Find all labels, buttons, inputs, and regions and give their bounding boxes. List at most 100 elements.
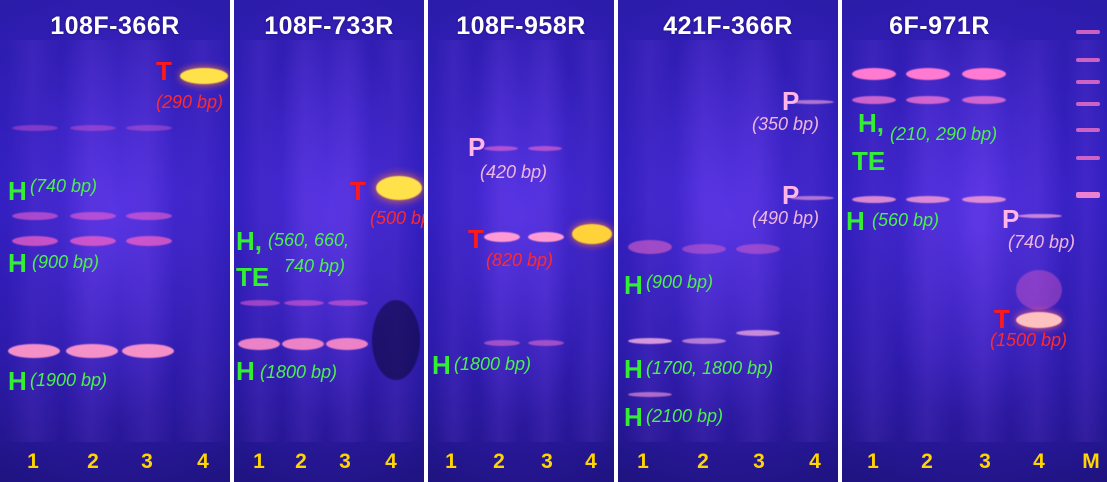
dna-band — [12, 125, 58, 131]
dna-band — [528, 340, 564, 346]
gel-panel-108f-958r: 108F-958R P (420 bp) T (820 bp) H (1800 … — [428, 0, 614, 482]
dna-band — [284, 300, 324, 306]
host-label: H, — [236, 226, 262, 256]
panel-title: 421F-366R — [663, 12, 793, 40]
dna-band — [906, 196, 950, 203]
gel-panel-421f-366r: 421F-366R P (350 bp) P (490 bp) H (900 b… — [618, 0, 838, 482]
dna-band-bright — [1016, 312, 1062, 328]
dna-band — [682, 338, 726, 344]
dna-band-bright — [376, 176, 422, 200]
target-label: T — [468, 224, 484, 254]
host-label: H — [236, 356, 255, 386]
lane-number: 2 — [921, 450, 933, 473]
dna-band — [12, 236, 58, 246]
dna-band — [282, 338, 324, 350]
lane-number: 2 — [295, 450, 307, 473]
host-label: H — [8, 176, 27, 206]
primer-label: P — [782, 180, 800, 210]
dna-band — [1016, 270, 1062, 310]
gel-lane — [175, 40, 229, 442]
dna-band — [962, 196, 1006, 203]
dna-band — [790, 100, 834, 104]
band-size-label: (350 bp) — [752, 114, 820, 134]
gel-panel-6f-971r: 6F-971R H, (210, 290 bp) TE H (560 bp) P… — [842, 0, 1107, 482]
ladder-band — [1076, 192, 1100, 198]
target-label: T — [156, 56, 172, 86]
gel-lane — [434, 40, 474, 442]
dna-band — [66, 344, 118, 358]
host-label: H — [8, 366, 27, 396]
gel-lane — [848, 40, 898, 442]
band-size-label: (1500 bp) — [990, 330, 1068, 350]
band-size-label: (500 bp) — [370, 208, 424, 228]
band-size-label: (740 bp) — [1008, 232, 1076, 252]
lane-number: 2 — [87, 450, 99, 473]
dna-band — [962, 68, 1006, 80]
dna-band — [628, 338, 672, 344]
panel-title: 6F-971R — [889, 12, 990, 40]
dna-band — [906, 96, 950, 104]
panel-title: 108F-733R — [264, 12, 394, 40]
lane-number: 1 — [637, 450, 649, 473]
dna-band — [70, 125, 116, 131]
gel-lane — [282, 40, 326, 442]
dna-band — [238, 338, 280, 350]
dna-band — [682, 244, 726, 254]
dna-band — [852, 68, 896, 80]
dna-band — [484, 232, 520, 242]
band-size-label: (490 bp) — [752, 208, 820, 228]
dna-band — [852, 196, 896, 203]
dna-band — [240, 300, 280, 306]
ladder-band — [1076, 156, 1100, 160]
band-size-label: 740 bp) — [284, 256, 346, 276]
host-label: H — [624, 402, 643, 432]
band-size-label: (2100 bp) — [646, 406, 724, 426]
gel-lane — [958, 40, 1008, 442]
dna-band — [528, 232, 564, 242]
gel-lane — [238, 40, 282, 442]
dna-band — [326, 338, 368, 350]
lane-number: 4 — [385, 450, 397, 473]
lane-number: 2 — [493, 450, 505, 473]
gel-panel-108f-733r: 108F-733R T (500 bp) H, (560, 660, TE 74… — [234, 0, 424, 482]
gel-lane — [372, 40, 420, 442]
dna-band — [8, 344, 60, 358]
primer-label: P — [1002, 204, 1020, 234]
dna-band — [126, 125, 172, 131]
lane-number: 3 — [541, 450, 553, 473]
dna-band-bright — [180, 68, 228, 84]
dna-band — [736, 330, 780, 336]
gel-lane — [732, 40, 782, 442]
dna-band — [852, 96, 896, 104]
host-label: TE — [852, 146, 886, 176]
gel-lane — [678, 40, 728, 442]
host-label: H — [624, 270, 643, 300]
panel-title: 108F-366R — [50, 12, 180, 40]
lane-number: 1 — [445, 450, 457, 473]
primer-label: P — [468, 132, 486, 162]
gel-lane — [1066, 40, 1106, 442]
band-size-label: (1700, 1800 bp) — [646, 358, 774, 378]
dna-band — [328, 300, 368, 306]
band-size-label: (1800 bp) — [260, 362, 338, 382]
ladder-band — [1076, 80, 1100, 84]
band-size-label: (210, 290 bp) — [890, 124, 998, 144]
host-label: H, — [858, 108, 884, 138]
band-size-label: (1900 bp) — [30, 370, 108, 390]
band-size-label: (740 bp) — [30, 176, 98, 196]
dna-band — [628, 240, 672, 254]
dna-band — [122, 344, 174, 358]
dna-band-bright — [572, 224, 612, 244]
gel-lane — [326, 40, 370, 442]
lane-number: 4 — [197, 450, 209, 473]
dna-band — [12, 212, 58, 220]
dna-band — [906, 68, 950, 80]
dna-band — [70, 236, 116, 246]
gel-lane — [902, 40, 952, 442]
panel-title: 108F-958R — [456, 12, 586, 40]
lane-number: 1 — [867, 450, 879, 473]
band-size-label: (900 bp) — [32, 252, 100, 272]
dna-band — [628, 392, 672, 397]
lane-number: 1 — [27, 450, 39, 473]
